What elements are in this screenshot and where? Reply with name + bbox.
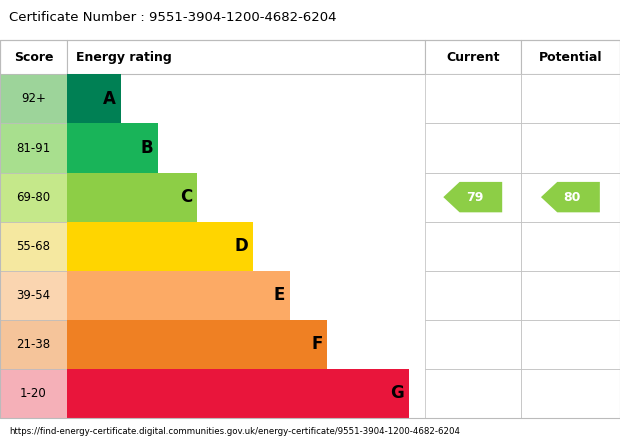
Bar [521,124,620,172]
Text: B: B [141,139,153,157]
Bar [67,271,290,320]
Polygon shape [443,182,502,213]
Bar [425,74,521,124]
Text: 55-68: 55-68 [17,240,50,253]
Text: https://find-energy-certificate.digital.communities.gov.uk/energy-certificate/95: https://find-energy-certificate.digital.… [9,427,460,436]
Bar [0,40,620,418]
Text: F: F [311,335,322,353]
Text: Certificate Number : 9551-3904-1200-4682-6204: Certificate Number : 9551-3904-1200-4682… [9,11,337,24]
Bar [0,320,67,369]
Bar [67,369,409,418]
Bar [0,124,67,172]
Bar [521,369,620,418]
Bar [425,369,521,418]
Bar [0,172,67,222]
Bar [67,320,327,369]
Text: 79: 79 [466,191,483,204]
Bar [521,222,620,271]
Text: G: G [391,385,404,403]
Text: D: D [234,237,248,255]
Bar [67,222,253,271]
Bar [521,320,620,369]
Text: Potential: Potential [539,51,602,63]
Text: 80: 80 [564,191,581,204]
Bar [425,271,521,320]
Bar [0,271,67,320]
Bar [425,320,521,369]
Bar [425,172,521,222]
Text: Energy rating: Energy rating [76,51,172,63]
Text: 92+: 92+ [21,92,46,106]
Bar [425,222,521,271]
Text: 69-80: 69-80 [16,191,51,204]
Text: Current: Current [446,51,500,63]
Text: 21-38: 21-38 [16,338,51,351]
Text: 39-54: 39-54 [16,289,51,302]
Text: Score: Score [14,51,53,63]
Text: A: A [103,90,116,108]
Text: 1-20: 1-20 [20,387,47,400]
Bar [67,172,197,222]
Bar [521,271,620,320]
Text: E: E [274,286,285,304]
Bar [0,74,67,124]
Polygon shape [541,182,600,213]
Text: C: C [180,188,192,206]
Bar [425,40,521,74]
Text: 81-91: 81-91 [16,142,51,154]
Bar [67,124,158,172]
Bar [0,40,67,74]
Bar [0,369,67,418]
Bar [67,74,121,124]
Bar [67,40,425,74]
Bar [521,40,620,74]
Bar [0,222,67,271]
Bar [521,172,620,222]
Bar [521,74,620,124]
Bar [425,124,521,172]
